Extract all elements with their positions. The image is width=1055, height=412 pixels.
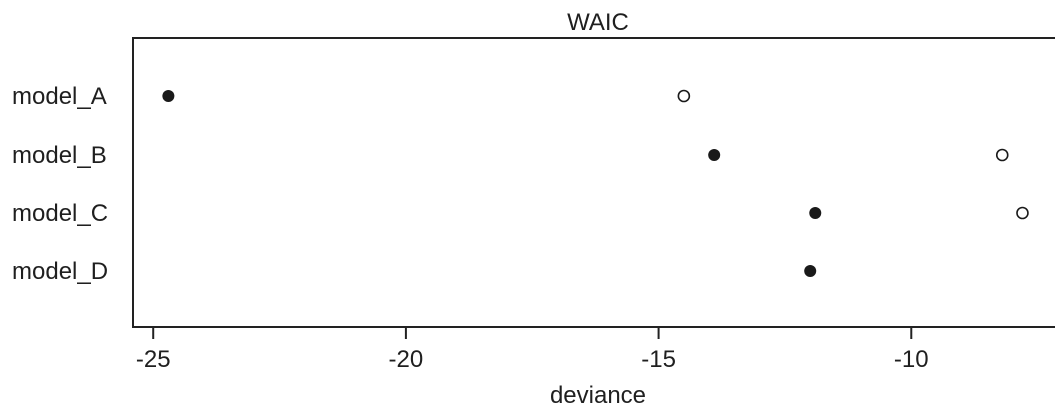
open-point [677, 89, 691, 103]
x-tick-label: -10 [894, 346, 929, 373]
filled-point [804, 265, 817, 277]
chart-title: WAIC [567, 9, 629, 36]
category-label: model_A [12, 83, 107, 110]
x-tick-label: -20 [389, 346, 424, 373]
x-axis-ticks: -25 -20 -15 -10 [136, 327, 929, 373]
plot-frame [132, 37, 1055, 328]
category-label: model_B [12, 142, 107, 169]
filled-point [162, 90, 175, 102]
open-point [995, 148, 1009, 162]
x-tick-label: -15 [641, 346, 676, 373]
x-tick-label: -25 [136, 346, 171, 373]
category-labels: model_A model_B model_C model_D [12, 83, 108, 285]
open-point [1016, 206, 1029, 220]
category-label: model_C [12, 200, 108, 227]
data-points [162, 89, 1029, 277]
filled-point [708, 149, 721, 161]
filled-point [809, 207, 822, 219]
category-label: model_D [12, 258, 108, 285]
x-axis-label: deviance [550, 382, 646, 409]
